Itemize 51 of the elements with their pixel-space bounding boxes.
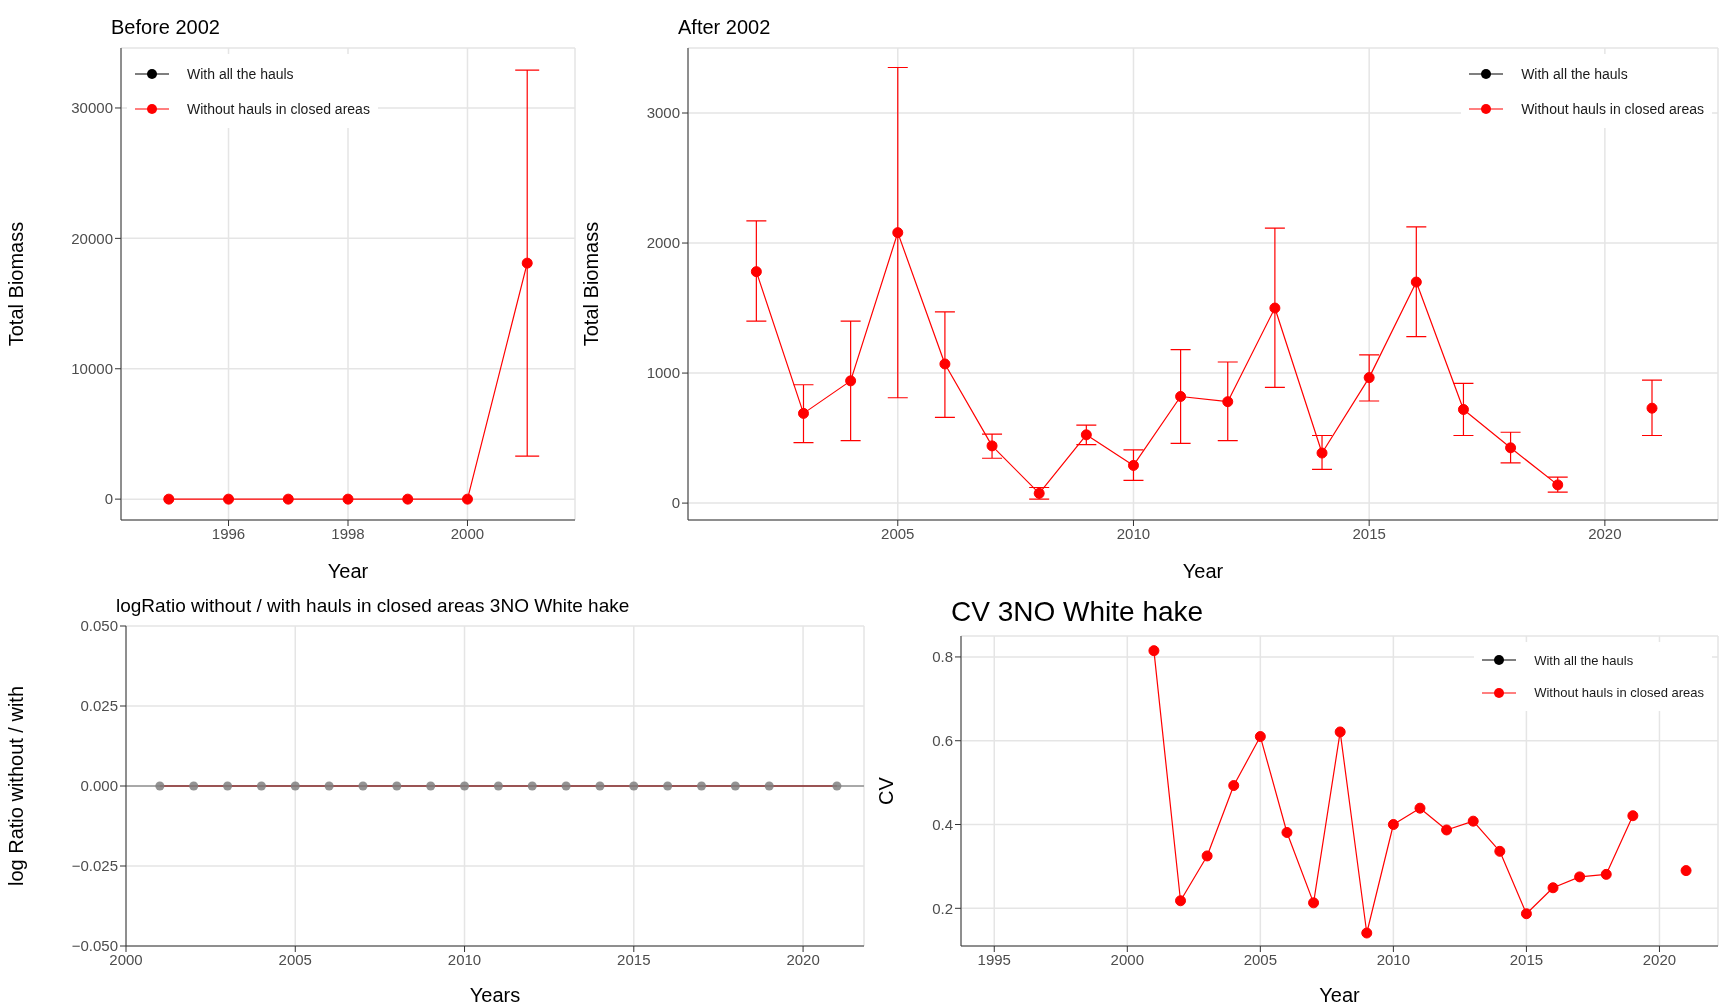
y-tick-label: 0.2 xyxy=(932,899,953,917)
x-tick-label: 2000 xyxy=(1110,950,1144,968)
chart-title: CV 3NO White hake xyxy=(951,596,1204,628)
y-tick-label: 0.000 xyxy=(80,777,118,795)
x-tick-label: 2015 xyxy=(1352,524,1386,542)
y-tick-label: 0.6 xyxy=(932,732,953,750)
legend-label: Without hauls in closed areas xyxy=(187,100,370,117)
y-tick-label: 3000 xyxy=(646,104,680,122)
y-tick-label: 0.4 xyxy=(932,815,953,833)
y-axis-title: log Ratio without / with xyxy=(5,685,28,887)
x-tick-label: 2020 xyxy=(1588,524,1622,542)
legend-label: With all the hauls xyxy=(1521,65,1628,82)
y-tick-label: 0 xyxy=(104,490,113,508)
x-axis-title: Year xyxy=(1319,984,1361,1006)
x-tick-label: 2005 xyxy=(1243,950,1278,968)
legend-label: With all the hauls xyxy=(187,65,294,82)
chart-title: logRatio without / with hauls in closed areas 3NO White hake xyxy=(116,595,630,617)
x-tick-label: 2010 xyxy=(447,950,482,968)
y-tick-label: 20000 xyxy=(71,229,113,247)
y-tick-label: 0.050 xyxy=(80,617,118,635)
x-tick-label: 2020 xyxy=(786,950,820,968)
y-tick-label: 0.025 xyxy=(80,697,118,715)
y-tick-label: 0.8 xyxy=(932,648,953,666)
y-axis-title: Total Biomass xyxy=(5,221,28,347)
y-tick-label: 2000 xyxy=(646,234,680,252)
x-tick-label: 2020 xyxy=(1642,950,1677,968)
x-tick-label: 2010 xyxy=(1376,950,1411,968)
legend-label: Without hauls in closed areas xyxy=(1521,100,1704,117)
chart-title: Before 2002 xyxy=(111,16,220,39)
x-axis-title: Years xyxy=(469,984,521,1006)
y-tick-label: 30000 xyxy=(71,99,113,117)
legend-label: Without hauls in closed areas xyxy=(1534,685,1704,701)
y-tick-label: 10000 xyxy=(71,360,113,378)
x-axis-title: Year xyxy=(1182,560,1224,582)
y-tick-label: 0 xyxy=(671,494,680,512)
x-tick-label: 2005 xyxy=(278,950,312,968)
chart-title: After 2002 xyxy=(678,16,771,39)
x-tick-label: 2005 xyxy=(881,524,915,542)
legend-label: With all the hauls xyxy=(1534,652,1634,668)
x-tick-label: 2015 xyxy=(617,950,651,968)
x-tick-label: 2015 xyxy=(1509,950,1544,968)
y-tick-label: −0.025 xyxy=(71,857,118,875)
y-axis-title: CV xyxy=(875,776,898,805)
x-tick-label: 1995 xyxy=(977,950,1011,968)
x-tick-label: 2010 xyxy=(1116,524,1151,542)
x-axis-title: Year xyxy=(327,560,369,582)
x-tick-label: 1996 xyxy=(211,524,246,542)
y-tick-label: 1000 xyxy=(646,364,680,382)
y-axis-title: Total Biomass xyxy=(580,221,603,347)
x-tick-label: 2000 xyxy=(450,524,485,542)
x-tick-label: 1998 xyxy=(331,524,365,542)
